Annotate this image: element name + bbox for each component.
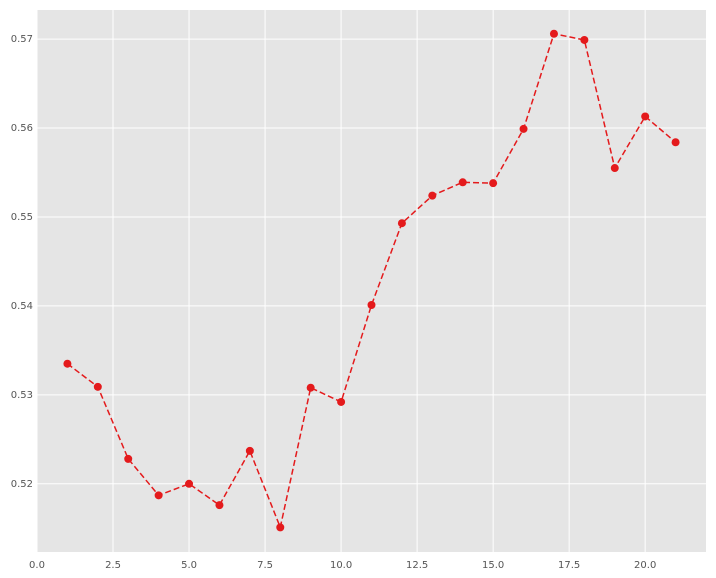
- y-tick-label: 0.53: [11, 390, 33, 401]
- data-point: [124, 454, 133, 463]
- data-point: [63, 359, 72, 368]
- data-point: [580, 35, 589, 44]
- data-point: [428, 191, 437, 200]
- data-point: [397, 219, 406, 228]
- data-point: [276, 523, 285, 532]
- y-tick-label: 0.56: [11, 123, 33, 134]
- data-point: [641, 112, 650, 121]
- x-tick-label: 15.0: [482, 560, 504, 571]
- data-point: [185, 479, 194, 488]
- y-tick-label: 0.55: [11, 212, 33, 223]
- x-tick-label: 10.0: [330, 560, 352, 571]
- data-point: [337, 397, 346, 406]
- data-point: [93, 382, 102, 391]
- data-point: [245, 446, 254, 455]
- data-point: [306, 383, 315, 392]
- data-point: [671, 138, 680, 147]
- x-tick-label: 7.5: [257, 560, 273, 571]
- data-point: [519, 124, 528, 133]
- y-tick-label: 0.57: [11, 34, 33, 45]
- data-point: [154, 491, 163, 500]
- x-tick-label: 0.0: [29, 560, 45, 571]
- plot-area: [37, 10, 706, 552]
- x-tick-label: 5.0: [181, 560, 197, 571]
- data-point: [489, 179, 498, 188]
- data-point: [367, 301, 376, 310]
- data-point: [215, 501, 224, 510]
- x-tick-label: 17.5: [558, 560, 580, 571]
- y-tick-label: 0.52: [11, 479, 33, 490]
- x-tick-label: 2.5: [105, 560, 121, 571]
- data-point: [610, 164, 619, 173]
- x-tick-label: 12.5: [406, 560, 428, 571]
- y-tick-label: 0.54: [11, 301, 33, 312]
- series-line: [66, 32, 677, 530]
- data-point: [549, 29, 558, 38]
- data-point: [458, 178, 467, 187]
- x-tick-label: 20.0: [634, 560, 656, 571]
